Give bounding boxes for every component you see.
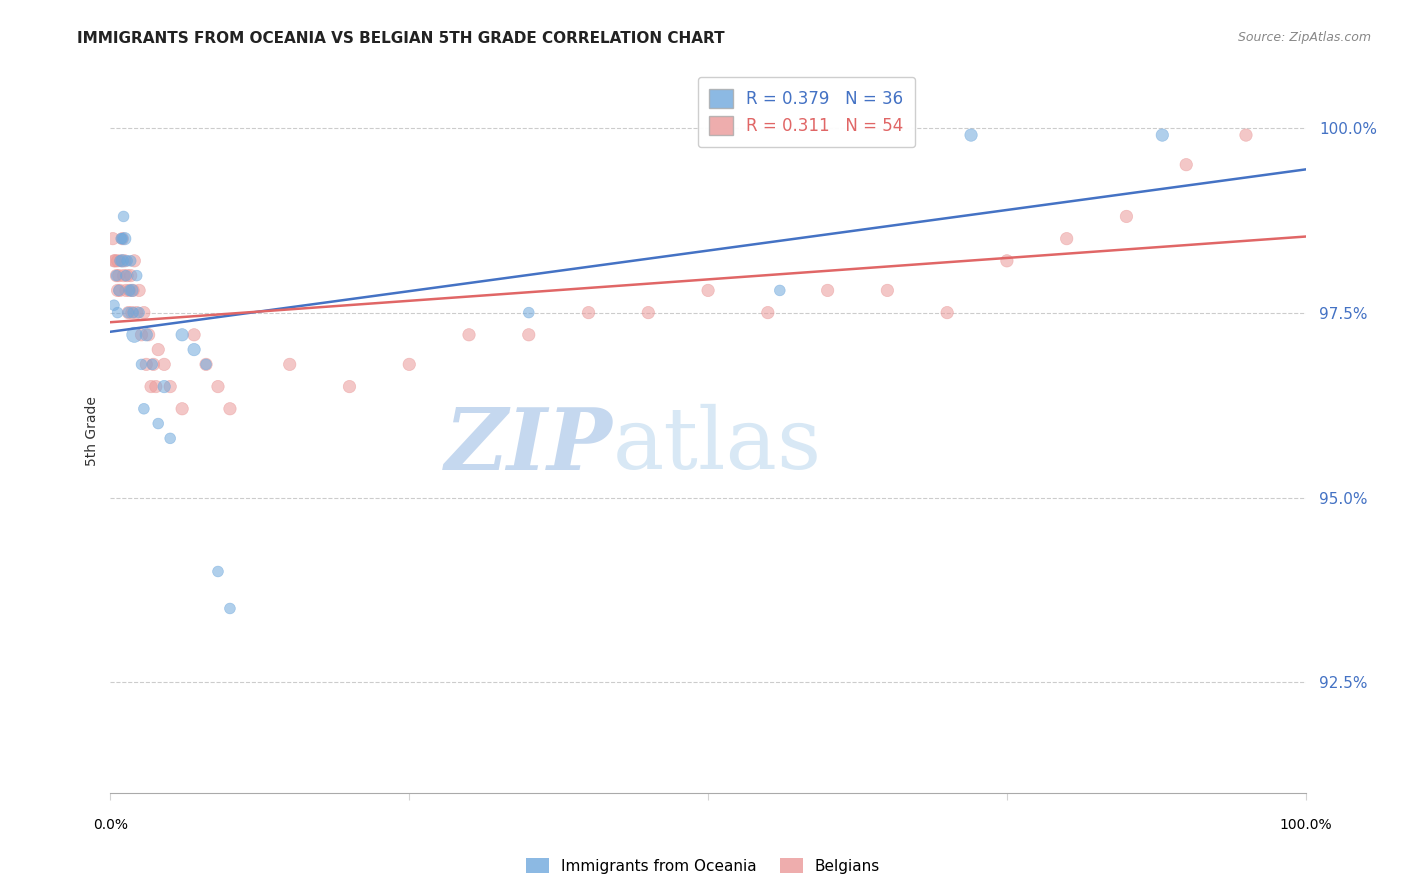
Point xyxy=(124,253,146,268)
Point xyxy=(104,253,127,268)
Point xyxy=(111,253,134,268)
Point xyxy=(339,379,361,393)
Point xyxy=(115,284,138,298)
Point xyxy=(110,232,132,246)
Point xyxy=(114,232,136,246)
Text: Source: ZipAtlas.com: Source: ZipAtlas.com xyxy=(1237,31,1371,45)
Point xyxy=(139,379,162,393)
Point xyxy=(120,268,142,283)
Point xyxy=(111,232,134,246)
Point xyxy=(756,305,779,319)
Point xyxy=(195,358,218,372)
Point xyxy=(108,253,131,268)
Point xyxy=(817,284,839,298)
Point xyxy=(769,284,792,298)
Point xyxy=(148,417,170,431)
Text: IMMIGRANTS FROM OCEANIA VS BELGIAN 5TH GRADE CORRELATION CHART: IMMIGRANTS FROM OCEANIA VS BELGIAN 5TH G… xyxy=(77,31,725,46)
Point xyxy=(132,401,155,416)
Point xyxy=(118,284,141,298)
Point xyxy=(936,305,959,319)
Point xyxy=(195,358,218,372)
Point xyxy=(517,305,540,319)
Point xyxy=(148,343,170,357)
Point xyxy=(138,327,160,342)
Point xyxy=(278,358,301,372)
Point xyxy=(578,305,600,319)
Point xyxy=(207,565,229,579)
Point xyxy=(145,379,167,393)
Point xyxy=(153,358,176,372)
Point xyxy=(219,601,242,615)
Point xyxy=(142,358,165,372)
Point xyxy=(107,284,129,298)
Point xyxy=(118,284,141,298)
Point xyxy=(115,268,138,283)
Point xyxy=(219,401,242,416)
Point xyxy=(121,305,143,319)
Point xyxy=(128,305,150,319)
Point xyxy=(107,305,129,319)
Point xyxy=(172,401,194,416)
Point xyxy=(183,327,205,342)
Point xyxy=(121,284,143,298)
Point xyxy=(159,431,181,445)
Text: 100.0%: 100.0% xyxy=(1279,818,1331,832)
Point xyxy=(122,284,145,298)
Point xyxy=(101,232,124,246)
Point xyxy=(115,253,138,268)
Point xyxy=(172,327,194,342)
Point xyxy=(108,284,131,298)
Point xyxy=(207,379,229,393)
Legend: Immigrants from Oceania, Belgians: Immigrants from Oceania, Belgians xyxy=(520,852,886,880)
Point xyxy=(114,253,136,268)
Point xyxy=(111,232,134,246)
Point xyxy=(125,305,148,319)
Point xyxy=(153,379,176,393)
Point xyxy=(1175,158,1198,172)
Point xyxy=(141,358,163,372)
Point xyxy=(131,358,153,372)
Text: ZIP: ZIP xyxy=(444,404,613,487)
Point xyxy=(131,327,153,342)
Point xyxy=(125,268,148,283)
Text: atlas: atlas xyxy=(613,404,821,487)
Point xyxy=(103,298,125,312)
Point xyxy=(132,305,155,319)
Point xyxy=(1234,128,1257,142)
Point xyxy=(398,358,420,372)
Point xyxy=(105,268,128,283)
Point xyxy=(105,268,128,283)
Point xyxy=(112,210,135,224)
Point xyxy=(458,327,481,342)
Point xyxy=(517,327,540,342)
Point xyxy=(135,358,157,372)
Point xyxy=(960,128,983,142)
Point xyxy=(183,343,205,357)
Point xyxy=(115,268,138,283)
Text: 0.0%: 0.0% xyxy=(93,818,128,832)
Point xyxy=(117,305,139,319)
Point xyxy=(110,253,132,268)
Point xyxy=(128,284,150,298)
Point xyxy=(122,305,145,319)
Point xyxy=(107,284,129,298)
Point xyxy=(124,327,146,342)
Point xyxy=(697,284,720,298)
Point xyxy=(876,284,898,298)
Point xyxy=(103,253,125,268)
Point xyxy=(637,305,659,319)
Legend: R = 0.379   N = 36, R = 0.311   N = 54: R = 0.379 N = 36, R = 0.311 N = 54 xyxy=(697,77,915,147)
Point xyxy=(995,253,1018,268)
Point xyxy=(1115,210,1137,224)
Point xyxy=(107,268,129,283)
Point xyxy=(1152,128,1174,142)
Point xyxy=(135,327,157,342)
Point xyxy=(117,305,139,319)
Y-axis label: 5th Grade: 5th Grade xyxy=(86,396,100,466)
Point xyxy=(159,379,181,393)
Point xyxy=(112,268,135,283)
Point xyxy=(120,253,142,268)
Point xyxy=(1056,232,1078,246)
Point xyxy=(107,253,129,268)
